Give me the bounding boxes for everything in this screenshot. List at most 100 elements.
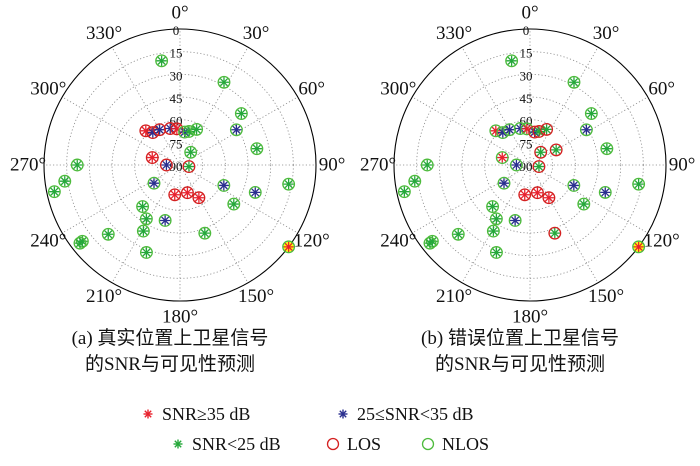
- los-circle: [170, 122, 184, 136]
- snr-low-marker: [506, 55, 517, 67]
- snr-mid-marker: [154, 124, 165, 135]
- los-circle: [518, 188, 532, 202]
- azimuth-label-60: 60°: [648, 79, 675, 100]
- snr-low-marker: [251, 143, 263, 154]
- legend-row-1: SNR≥35 dB 25≤SNR<35 dB: [0, 402, 700, 426]
- snr-mid-marker: [600, 187, 611, 198]
- satellite-marker: [58, 174, 72, 188]
- azimuth-label-60: 60°: [298, 79, 325, 100]
- snr-low-marker: [424, 237, 436, 249]
- snr-mid-marker: [250, 187, 261, 198]
- los-circle: [192, 191, 206, 205]
- satellite-marker: [282, 240, 296, 254]
- satellite-marker: [217, 75, 231, 89]
- caption-b: (b) 错误位置上卫星信号 的SNR与可见性预测: [350, 326, 690, 378]
- los-circle: [153, 123, 167, 137]
- los-circle: [182, 160, 196, 174]
- satellite-marker: [598, 185, 612, 199]
- elevation-ring-30: [88, 73, 272, 257]
- azimuth-label-30: 30°: [243, 23, 270, 44]
- snr-mid-marker: [568, 180, 580, 191]
- satellite-marker: [159, 158, 173, 172]
- caption-a: (a) 真实位置上卫星信号 的SNR与可见性预测: [0, 326, 340, 378]
- nlos-circle: [58, 174, 72, 188]
- snr-low-marker: [488, 225, 499, 237]
- outer-ring: [43, 28, 317, 302]
- nlos-circle: [495, 151, 509, 165]
- caption-a-line1: (a) 真实位置上卫星信号: [71, 328, 269, 349]
- azimuth-spoke-120: [179, 164, 298, 234]
- satellite-marker: [147, 176, 161, 190]
- los-circle: [542, 191, 556, 205]
- snr-low-marker: [487, 201, 498, 212]
- los-circle: [530, 186, 544, 200]
- satellite-marker: [139, 212, 153, 226]
- nlos-circle: [489, 212, 503, 226]
- satellite-marker: [408, 174, 422, 188]
- satellite-marker: [184, 145, 198, 159]
- snr-low-marker: [183, 161, 195, 172]
- satellite-marker: [139, 246, 153, 259]
- snr-low-marker: [549, 227, 561, 239]
- nlos-circle: [497, 176, 511, 190]
- nlos-circle: [155, 54, 169, 68]
- legend-snr-high: SNR≥35 dB: [140, 402, 250, 426]
- legend-snr-low-label: SNR<25 dB: [192, 433, 281, 454]
- legend-los: LOS: [325, 432, 381, 456]
- nlos-circle: [632, 177, 646, 191]
- elevation-label-30: 30: [520, 68, 533, 83]
- snr-mid-marker: [161, 159, 172, 171]
- skyplot-a: 0° 30° 60° 90° 120° 150° 180° 210° 240° 270° 300° 3…: [10, 3, 345, 328]
- satellite-marker: [136, 200, 150, 214]
- nlos-circle: [217, 178, 231, 192]
- azimuth-label-150: 150°: [238, 286, 274, 307]
- azimuth-spoke-60: [529, 96, 648, 166]
- snr-low-marker: [601, 143, 613, 154]
- snr-low-marker: [541, 124, 552, 135]
- snr-low-marker: [399, 186, 410, 197]
- nlos-circle: [70, 158, 84, 172]
- nlos-circle: [577, 197, 591, 211]
- elevation-ring-75: [506, 141, 554, 189]
- los-circle: [159, 158, 173, 172]
- azimuth-label-180: 180°: [162, 307, 198, 328]
- azimuth-label-330: 330°: [86, 23, 122, 44]
- azimuth-label-270: 270°: [10, 155, 46, 176]
- snr-low-marker: [578, 198, 590, 210]
- satellite-marker: [229, 123, 243, 137]
- azimuth-label-210: 210°: [86, 286, 122, 307]
- snr-high-marker: [497, 152, 508, 163]
- elevation-label-15: 15: [170, 46, 183, 61]
- elevation-label-90: 90: [170, 159, 183, 174]
- nlos-circle: [227, 197, 241, 211]
- satellite-marker: [548, 226, 562, 240]
- snr-low-marker: [137, 201, 148, 212]
- nlos-circle: [567, 178, 581, 192]
- azimuth-label-0: 0°: [171, 3, 188, 24]
- snr-mid-marker: [231, 124, 242, 136]
- snr-low-marker-icon: [173, 439, 183, 449]
- satellite-marker: [540, 122, 554, 136]
- azimuth-spoke-300: [62, 96, 181, 166]
- los-circle: [180, 186, 194, 200]
- snr-high-marker: [169, 189, 181, 201]
- satellite-marker: [530, 186, 544, 200]
- satellite-marker: [180, 186, 194, 200]
- satellite-marker: [508, 214, 522, 227]
- los-circle: [540, 122, 554, 136]
- snr-mid-marker-icon: [338, 409, 348, 419]
- snr-high-marker: [633, 241, 644, 253]
- elevation-label-0: 0: [523, 23, 530, 38]
- satellite-marker: [153, 123, 167, 137]
- satellite-marker: [234, 107, 248, 120]
- satellite-marker: [158, 214, 172, 227]
- nlos-circle: [451, 227, 465, 241]
- snr-high-marker: [532, 187, 543, 198]
- nlos-circle: [47, 185, 61, 199]
- satellite-marker: [534, 145, 548, 159]
- los-circle: [548, 226, 562, 240]
- los-circle: [549, 143, 563, 157]
- nlos-circle: [505, 54, 519, 68]
- satellite-marker: [520, 122, 534, 136]
- legend-row-2: SNR<25 dB LOS NLOS: [0, 432, 700, 456]
